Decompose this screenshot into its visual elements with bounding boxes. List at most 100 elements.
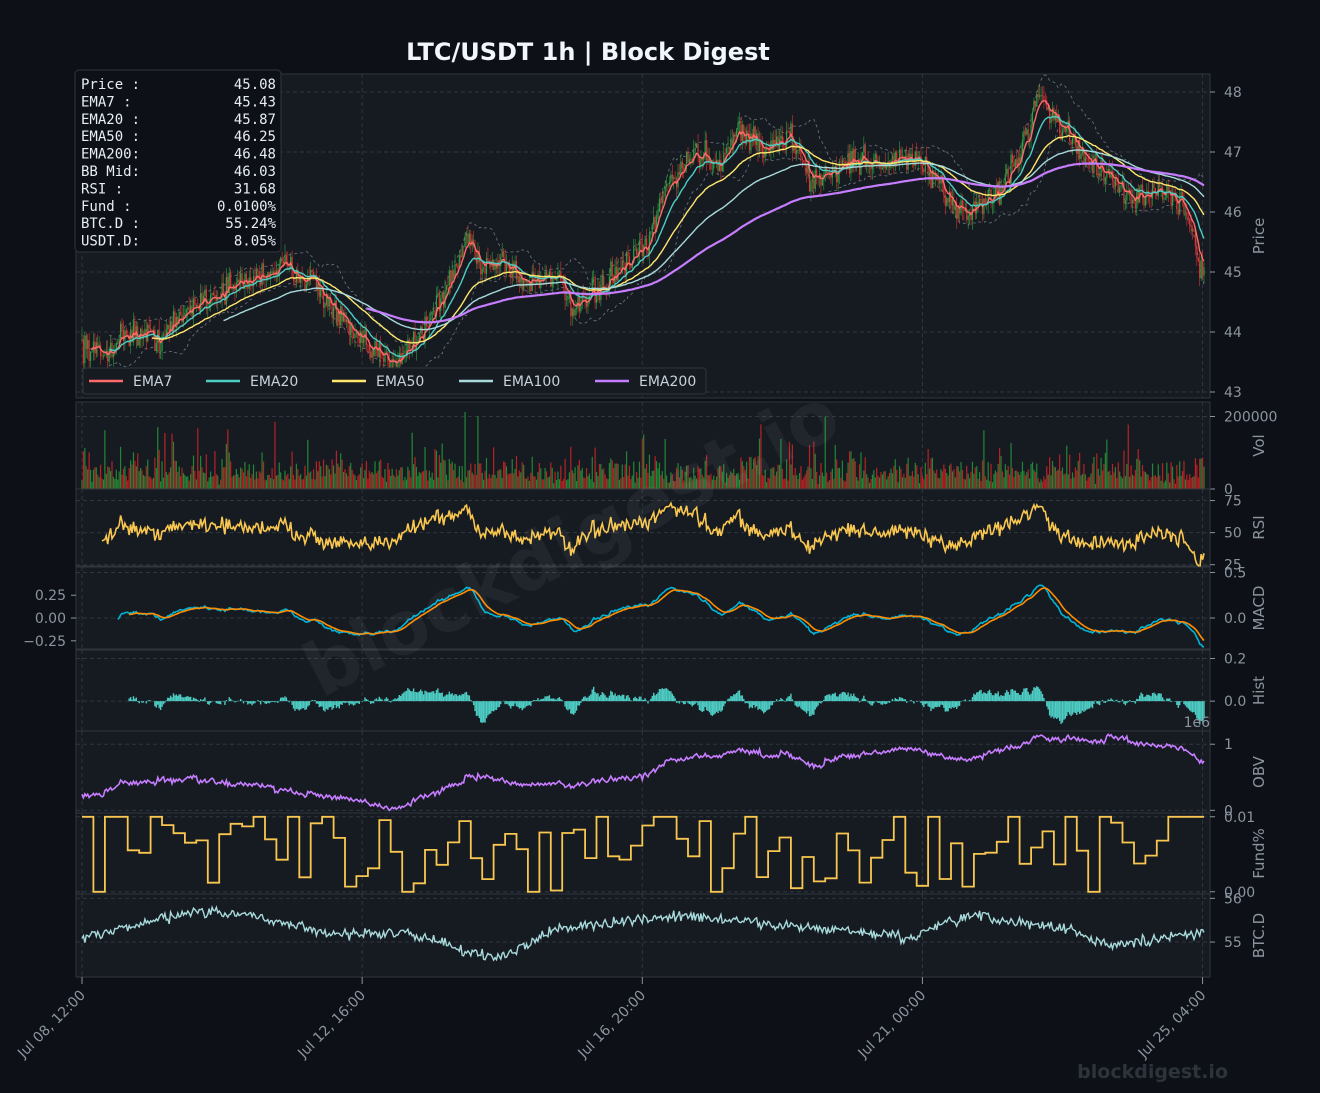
candle-body bbox=[893, 155, 895, 167]
candle-body bbox=[222, 283, 225, 295]
hist-bar bbox=[344, 701, 346, 704]
volume-bar bbox=[647, 472, 649, 489]
candle-body bbox=[490, 264, 492, 267]
candle-body bbox=[525, 280, 528, 282]
hist-bar bbox=[1063, 701, 1065, 720]
candle-body bbox=[996, 187, 998, 194]
volume-bar bbox=[272, 479, 275, 489]
candle-body bbox=[954, 205, 956, 210]
volume-bar bbox=[804, 474, 806, 489]
candle-body bbox=[271, 271, 273, 273]
volume-bar bbox=[364, 469, 366, 489]
candle-body bbox=[763, 151, 765, 158]
hist-bar bbox=[462, 694, 465, 702]
hist-bar bbox=[512, 701, 515, 707]
volume-bar bbox=[138, 471, 140, 489]
hist-bar bbox=[624, 698, 626, 702]
hist-bar bbox=[618, 694, 621, 702]
hist-bar bbox=[182, 697, 185, 702]
hist-bar bbox=[728, 698, 731, 702]
volume-bar bbox=[677, 463, 679, 489]
candle-body bbox=[1096, 154, 1098, 176]
hist-bar bbox=[973, 693, 975, 702]
hist-bar bbox=[321, 701, 323, 707]
candle-body bbox=[961, 200, 964, 210]
candle-body bbox=[744, 136, 746, 145]
hist-bar bbox=[854, 696, 856, 702]
hist-bar bbox=[261, 700, 263, 702]
volume-bar bbox=[448, 459, 450, 489]
volume-bar bbox=[1174, 483, 1177, 489]
hist-bar bbox=[1024, 688, 1027, 702]
candle-body bbox=[170, 321, 172, 332]
candle-body bbox=[605, 289, 608, 292]
candle-body bbox=[746, 130, 748, 145]
volume-bar bbox=[989, 481, 991, 489]
hist-bar bbox=[1087, 701, 1089, 709]
hist-bar bbox=[797, 701, 799, 708]
volume-bar bbox=[481, 472, 483, 489]
candle-body bbox=[305, 284, 307, 290]
volume-bar bbox=[164, 432, 166, 489]
info-label: Fund : bbox=[81, 199, 132, 215]
candle-body bbox=[402, 353, 405, 354]
hist-bar bbox=[231, 700, 233, 702]
hist-bar bbox=[623, 694, 625, 702]
volume-bar bbox=[505, 466, 508, 489]
hist-bar bbox=[1126, 701, 1128, 704]
candle-body bbox=[508, 265, 510, 272]
hist-bar bbox=[1018, 694, 1021, 702]
volume-bar bbox=[390, 475, 392, 489]
volume-bar bbox=[918, 483, 921, 489]
volume-bar bbox=[205, 454, 207, 489]
candle-body bbox=[82, 339, 85, 364]
volume-bar bbox=[1114, 467, 1116, 489]
hist-bar bbox=[538, 700, 541, 702]
hist-bar bbox=[998, 696, 1001, 702]
volume-bar bbox=[425, 470, 428, 489]
candle-body bbox=[484, 267, 486, 274]
volume-bar bbox=[167, 474, 169, 489]
hist-bar bbox=[994, 693, 997, 702]
candle-body bbox=[434, 310, 436, 317]
volume-bar bbox=[507, 474, 509, 489]
hist-bar bbox=[993, 695, 995, 702]
volume-bar bbox=[1104, 453, 1106, 489]
volume-bar bbox=[1164, 480, 1167, 489]
hist-bar bbox=[384, 698, 386, 702]
macd-ytick-left-label: 0.25 bbox=[35, 588, 66, 604]
candle-body bbox=[770, 140, 772, 152]
candle-body bbox=[1034, 101, 1036, 107]
hist-bar bbox=[1090, 701, 1092, 707]
volume-bar bbox=[1203, 466, 1205, 489]
candle-body bbox=[991, 203, 994, 205]
hist-bar bbox=[1077, 701, 1079, 712]
candle-body bbox=[480, 262, 482, 275]
volume-bar bbox=[977, 478, 979, 489]
candle-body bbox=[684, 164, 686, 171]
hist-bar bbox=[157, 701, 159, 705]
hist-bar bbox=[620, 696, 622, 702]
candle-body bbox=[1186, 211, 1188, 217]
volume-bar bbox=[275, 475, 277, 489]
volume-bar bbox=[864, 457, 866, 489]
candle-body bbox=[711, 168, 713, 170]
volume-bar bbox=[954, 477, 956, 489]
hist-bar bbox=[431, 691, 433, 702]
volume-bar bbox=[415, 466, 418, 489]
hist-bar bbox=[594, 692, 596, 702]
hist-bar bbox=[775, 699, 778, 702]
candle-body bbox=[665, 183, 668, 187]
volume-bar bbox=[1033, 469, 1035, 489]
volume-bar bbox=[898, 466, 901, 489]
volume-bar bbox=[533, 476, 535, 489]
candle-body bbox=[734, 134, 736, 137]
candle-body bbox=[585, 299, 588, 307]
volume-bar bbox=[568, 472, 570, 489]
obv-ytick-label: 0 bbox=[1224, 803, 1233, 819]
candle-body bbox=[570, 292, 572, 317]
hist-bar bbox=[1160, 693, 1162, 702]
candle-body bbox=[1126, 191, 1128, 201]
